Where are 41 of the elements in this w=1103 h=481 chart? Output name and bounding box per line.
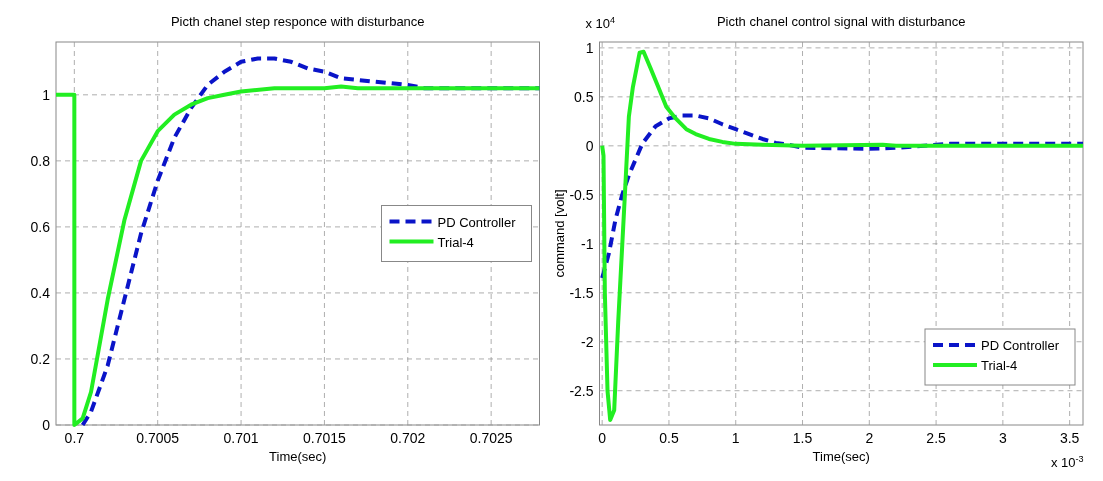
text: x 10$^{-3}$: [1051, 454, 1084, 470]
legend-label: Trial-4: [981, 358, 1018, 373]
y-tick-label: -2: [581, 333, 594, 350]
x-tick-label: 2.5: [926, 430, 947, 446]
y-tick-label: 0.6: [30, 218, 51, 235]
x-tick-label: 0: [598, 430, 607, 446]
y-tick-label: 0: [585, 137, 594, 154]
y-axis-title: command [volt]: [551, 189, 567, 278]
text: x 10$^{4}$: [585, 15, 616, 31]
legend-label: Trial-4: [437, 234, 474, 250]
x-axis-title: Time(sec): [269, 449, 327, 464]
y-tick-label: 0.8: [30, 152, 51, 169]
y-tick-label: -1: [581, 235, 594, 252]
x-tick-label: 2: [865, 430, 874, 446]
y-tick-label: -0.5: [569, 186, 594, 203]
x-tick-label: 0.702: [390, 430, 426, 446]
y-tick-label: -2.5: [569, 382, 594, 399]
x-tick-label: 3.5: [1059, 430, 1080, 446]
y-tick-label: 1: [42, 86, 51, 103]
y-tick-label: 0.5: [574, 88, 594, 105]
x-tick-label: 0.7005: [136, 430, 180, 446]
x-tick-label: 0.7025: [469, 430, 513, 446]
chart-title: Picth chanel step responce with disturbance: [170, 14, 425, 29]
line-series: [600, 113, 1085, 281]
y-tick-label: 0.4: [30, 284, 51, 301]
x-tick-label: 1: [731, 430, 740, 446]
x-tick-label: 0.701: [223, 430, 259, 446]
y-tick-label: 0.2: [30, 350, 51, 367]
x-axis-title: Time(sec): [812, 449, 870, 464]
chart-title: Picth chanel control signal with disturbance: [716, 14, 966, 29]
y-tick-label: 0: [42, 417, 51, 433]
legend-label: PD Controller: [437, 214, 517, 230]
x-tick-label: 0.7: [64, 430, 85, 446]
line-series: [600, 49, 1085, 423]
x-tick-label: 1.5: [792, 430, 813, 446]
y-tick-label: -1.5: [569, 284, 594, 301]
y-tick-label: 1: [585, 39, 594, 56]
x-tick-label: 0.7015: [303, 430, 347, 446]
legend-label: PD Controller: [981, 338, 1060, 353]
x-tick-label: 3: [998, 430, 1007, 446]
x-tick-label: 0.5: [659, 430, 679, 446]
